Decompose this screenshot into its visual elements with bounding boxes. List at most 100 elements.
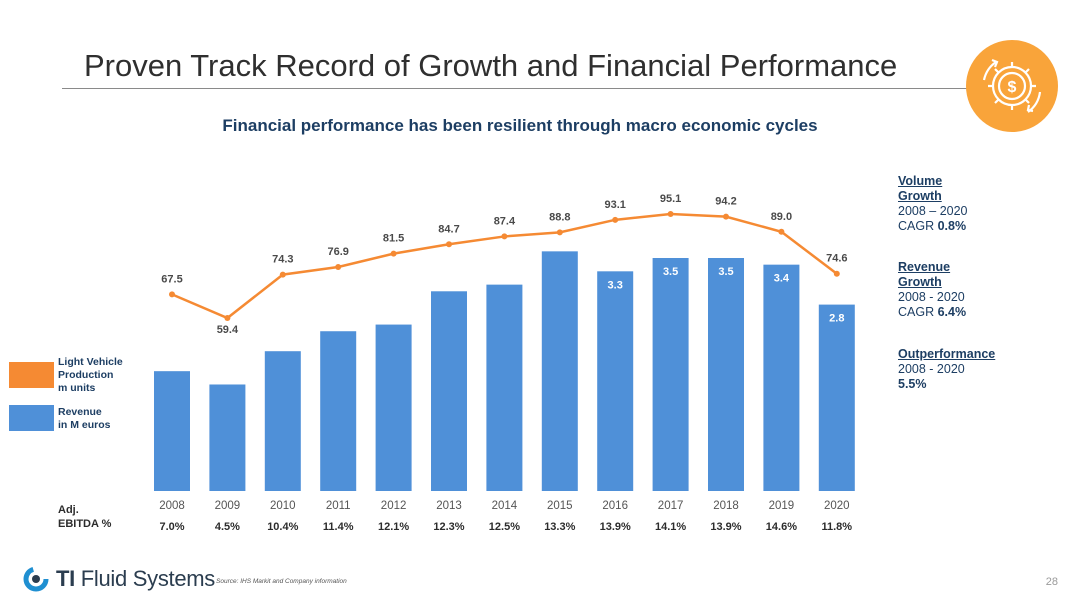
chart-subtitle: Financial performance has been resilient… — [222, 116, 818, 135]
revenue-bar — [320, 331, 357, 491]
ebitda-value: 7.0% — [159, 521, 184, 533]
production-point-label: 67.5 — [161, 273, 182, 285]
production-point — [446, 241, 452, 248]
production-point-label: 93.1 — [604, 199, 625, 211]
revenue-growth-header: Revenue Growth — [898, 260, 951, 289]
outperformance-header: Outperformance — [898, 347, 996, 361]
production-point-label: 74.6 — [826, 253, 847, 265]
revenue-cagr-value: 6.4% — [937, 305, 967, 319]
logo-brand-rest: Fluid Systems — [74, 566, 216, 591]
ebitda-value: 10.4% — [267, 521, 298, 533]
production-point-label: 59.4 — [217, 324, 239, 336]
page-title: Proven Track Record of Growth and Financ… — [84, 48, 898, 83]
revenue-cagr-prefix: CAGR — [898, 305, 938, 319]
production-point — [667, 211, 674, 217]
ebitda-value: 12.5% — [489, 521, 520, 533]
legend-swatch-bar — [9, 405, 54, 431]
volume-cagr-value: 0.8% — [937, 219, 967, 233]
gear-dollar-icon: $ — [966, 40, 1058, 132]
revenue-bar — [818, 304, 855, 491]
ebitda-value: 13.9% — [600, 521, 631, 533]
volume-growth-period: 2008 – 2020 — [898, 204, 968, 218]
page-number: 28 — [1045, 576, 1058, 588]
ebitda-value: 4.5% — [215, 521, 240, 533]
production-point — [335, 264, 342, 271]
year-tick-label: 2017 — [658, 500, 684, 512]
production-point-label: 94.2 — [715, 196, 736, 208]
production-point-label: 76.9 — [327, 246, 348, 258]
year-tick-label: 2009 — [215, 500, 241, 512]
revenue-bar-label: 3.5 — [718, 266, 733, 278]
ebitda-value: 13.3% — [544, 521, 575, 533]
revenue-bar — [708, 258, 744, 491]
svg-text:$: $ — [1008, 79, 1017, 96]
volume-growth-header: Volume Growth — [898, 174, 943, 203]
revenue-bar — [375, 324, 412, 491]
outperformance-value: 5.5% — [898, 377, 927, 391]
ebitda-row-label: Adj. EBITDA % — [58, 504, 112, 530]
revenue-bar — [264, 351, 301, 491]
production-point — [390, 250, 397, 257]
ebitda-value: 11.4% — [323, 521, 354, 533]
production-point — [833, 270, 840, 277]
legend-label-bar: Revenue in M euros — [58, 406, 111, 431]
source-note: Source: IHS Markit and Company informati… — [216, 578, 347, 585]
revenue-bar — [431, 291, 467, 491]
outperformance-period: 2008 - 2020 — [898, 362, 965, 376]
production-point — [723, 213, 729, 220]
year-tick-label: 2014 — [492, 500, 518, 512]
year-tick-label: 2018 — [713, 500, 739, 512]
production-point — [169, 291, 175, 298]
production-point-label: 74.3 — [272, 254, 293, 266]
ebitda-value: 14.1% — [655, 521, 686, 533]
outperformance-box: Outperformance 2008 - 2020 5.5% — [898, 347, 995, 392]
production-point-label: 88.8 — [549, 211, 570, 223]
production-point — [612, 216, 619, 223]
year-tick-label: 2016 — [602, 500, 628, 512]
legend-label-line: Light Vehicle Production m units — [58, 356, 123, 394]
revenue-bar — [154, 371, 190, 491]
revenue-bar-label: 3.3 — [608, 279, 623, 291]
revenue-bar-label: 3.5 — [663, 266, 678, 278]
ebitda-value: 13.9% — [710, 521, 741, 533]
year-tick-label: 2020 — [824, 500, 850, 512]
legend-swatch-line — [9, 362, 54, 388]
year-tick-label: 2015 — [547, 500, 573, 512]
year-tick-label: 2008 — [159, 500, 185, 512]
revenue-bar-label: 3.4 — [774, 273, 790, 285]
production-point — [778, 228, 785, 235]
volume-growth-box: Volume Growth 2008 – 2020 CAGR 0.8% — [898, 174, 968, 234]
production-point-label: 87.4 — [494, 215, 516, 227]
revenue-bar — [763, 264, 800, 491]
company-logo: TI Fluid Systems — [22, 564, 215, 594]
production-point-label: 89.0 — [771, 211, 792, 223]
volume-growth-cagr: CAGR 0.8% — [898, 219, 968, 234]
revenue-bar — [486, 284, 523, 491]
production-point — [556, 229, 563, 236]
production-point — [501, 233, 508, 240]
revenue-growth-box: Revenue Growth 2008 - 2020 CAGR 6.4% — [898, 260, 966, 320]
year-tick-label: 2010 — [270, 500, 296, 512]
year-tick-label: 2019 — [769, 500, 795, 512]
revenue-bar — [652, 258, 689, 491]
revenue-bar — [597, 271, 634, 491]
logo-brand-bold: TI — [56, 566, 75, 591]
revenue-bar-label: 2.8 — [829, 313, 844, 325]
production-point — [224, 315, 231, 321]
ebitda-value: 14.6% — [766, 521, 797, 533]
logo-ring-icon — [23, 566, 49, 592]
ebitda-value: 12.3% — [433, 521, 464, 533]
production-point-label: 95.1 — [660, 193, 681, 205]
revenue-growth-period: 2008 - 2020 — [898, 290, 965, 304]
year-tick-label: 2013 — [436, 500, 462, 512]
title-divider — [62, 88, 972, 89]
year-tick-label: 2011 — [326, 500, 351, 512]
logo-text: TI Fluid Systems — [56, 566, 215, 592]
revenue-bar — [209, 384, 246, 491]
production-point-label: 84.7 — [438, 223, 459, 235]
revenue-growth-cagr: CAGR 6.4% — [898, 305, 966, 320]
ebitda-value: 11.8% — [822, 521, 853, 533]
ebitda-value: 12.1% — [378, 521, 409, 533]
year-tick-label: 2012 — [381, 500, 407, 512]
